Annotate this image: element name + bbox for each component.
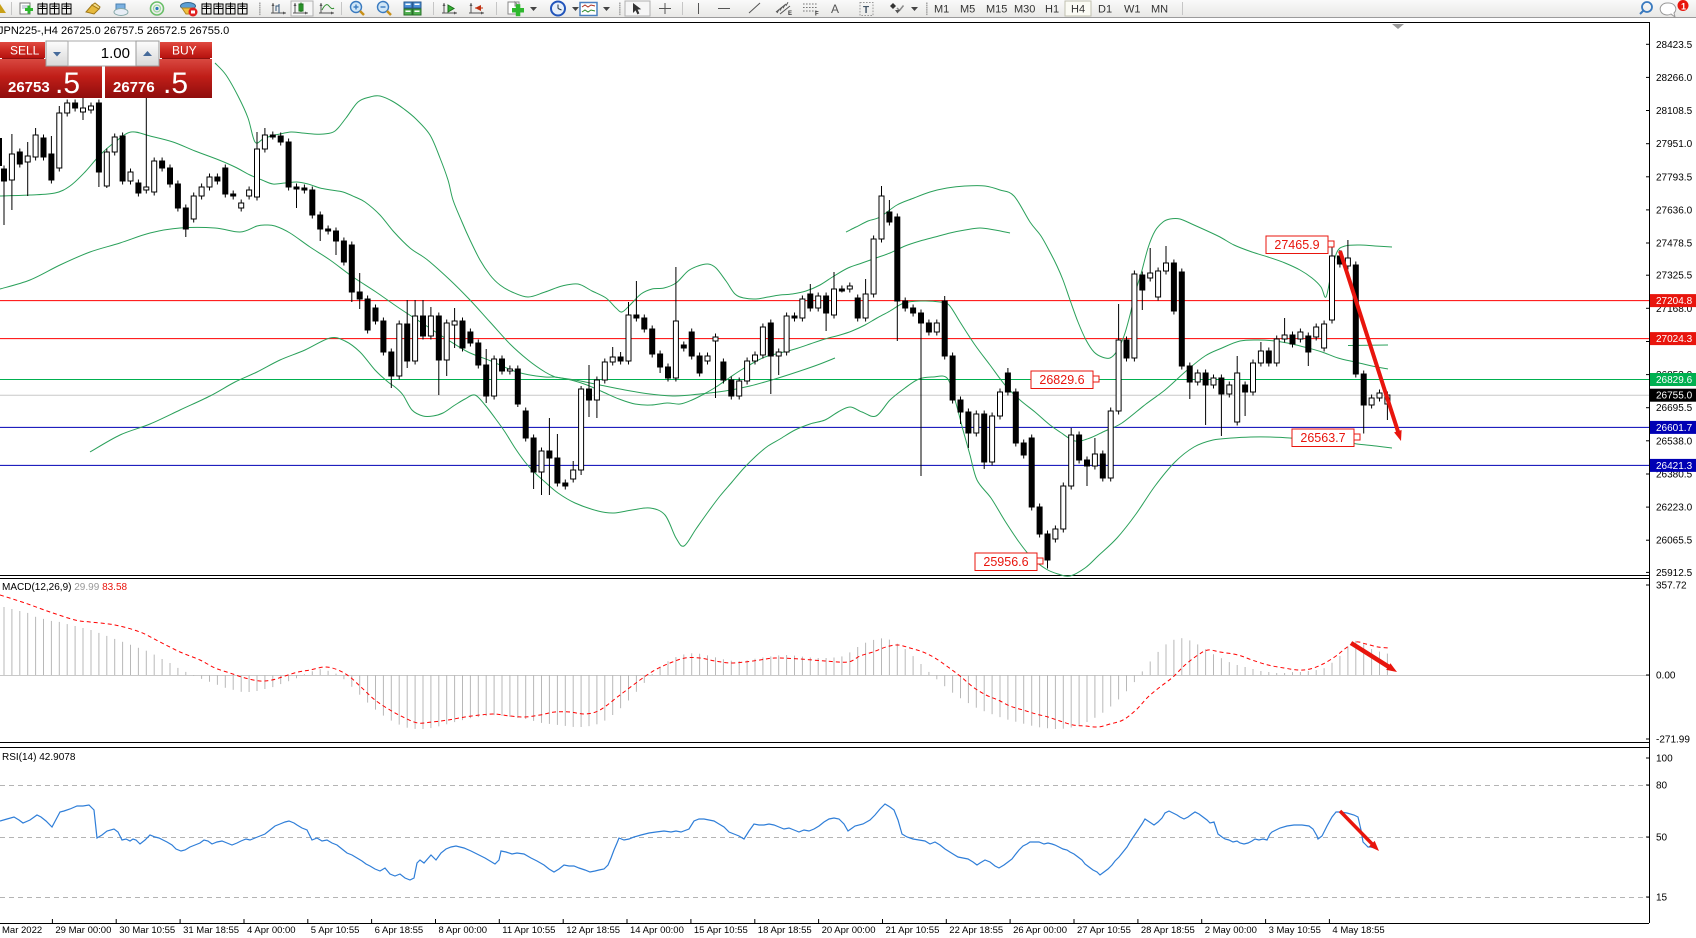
svg-text:25956.6: 25956.6: [983, 555, 1028, 569]
svg-text:M5: M5: [960, 4, 975, 16]
svg-text:2 May 00:00: 2 May 00:00: [1205, 925, 1257, 936]
svg-text:27024.3: 27024.3: [1656, 334, 1693, 345]
svg-text:H1: H1: [1045, 4, 1059, 16]
svg-text:F: F: [815, 12, 819, 18]
svg-text:27465.9: 27465.9: [1274, 238, 1319, 252]
svg-text:M1: M1: [934, 4, 949, 16]
svg-text:T: T: [863, 5, 869, 16]
svg-text:E: E: [788, 11, 792, 17]
svg-text:26 Apr 00:00: 26 Apr 00:00: [1013, 925, 1067, 936]
svg-text:BUY: BUY: [172, 44, 197, 58]
svg-text:-271.99: -271.99: [1656, 735, 1690, 746]
svg-text:28 Apr 18:55: 28 Apr 18:55: [1141, 925, 1195, 936]
svg-text:SELL: SELL: [10, 44, 40, 58]
svg-text:30 Mar 10:55: 30 Mar 10:55: [119, 925, 175, 936]
svg-text:0.00: 0.00: [1656, 671, 1676, 682]
svg-text:A: A: [831, 2, 839, 16]
svg-text:28108.5: 28108.5: [1656, 106, 1693, 117]
svg-text:26601.7: 26601.7: [1656, 423, 1693, 434]
svg-text:.5: .5: [163, 67, 188, 100]
svg-text:D1: D1: [1098, 4, 1112, 16]
svg-text:11 Apr 10:55: 11 Apr 10:55: [502, 925, 555, 936]
svg-text:M30: M30: [1014, 4, 1035, 16]
svg-text:26829.6: 26829.6: [1039, 373, 1084, 387]
svg-text:JPN225-,H4 26725.0 26757.5 26: JPN225-,H4 26725.0 26757.5 26572.5 26755…: [0, 25, 229, 37]
svg-text:6 Apr 18:55: 6 Apr 18:55: [375, 925, 424, 936]
svg-text:15: 15: [1656, 893, 1668, 904]
svg-text:100: 100: [1656, 754, 1673, 765]
svg-text:26065.5: 26065.5: [1656, 536, 1693, 547]
svg-text:22 Apr 18:55: 22 Apr 18:55: [949, 925, 1003, 936]
svg-text:26380.5: 26380.5: [1656, 470, 1693, 481]
svg-text:28423.5: 28423.5: [1656, 40, 1693, 51]
svg-text:26695.5: 26695.5: [1656, 403, 1693, 414]
svg-text:25912.5: 25912.5: [1656, 568, 1693, 579]
svg-text:26829.6: 26829.6: [1656, 375, 1693, 386]
svg-text:20 Apr 00:00: 20 Apr 00:00: [822, 925, 876, 936]
svg-text:27636.0: 27636.0: [1656, 205, 1693, 216]
svg-text:80: 80: [1656, 781, 1668, 792]
svg-text:29 Mar 00:00: 29 Mar 00:00: [55, 925, 111, 936]
svg-text:27793.5: 27793.5: [1656, 172, 1693, 183]
svg-text:5 Apr 10:55: 5 Apr 10:55: [311, 925, 360, 936]
svg-text:28266.0: 28266.0: [1656, 73, 1693, 84]
svg-text:Mar 2022: Mar 2022: [2, 925, 42, 936]
svg-text:M15: M15: [986, 4, 1007, 16]
svg-text:26223.0: 26223.0: [1656, 503, 1693, 514]
svg-text:27478.5: 27478.5: [1656, 239, 1693, 250]
svg-text:26563.7: 26563.7: [1300, 431, 1345, 445]
svg-text:MN: MN: [1151, 4, 1168, 16]
svg-text:27325.5: 27325.5: [1656, 271, 1693, 282]
svg-text:27 Apr 10:55: 27 Apr 10:55: [1077, 925, 1131, 936]
svg-text:50: 50: [1656, 833, 1668, 844]
svg-text:26421.3: 26421.3: [1656, 461, 1693, 472]
svg-text:H4: H4: [1071, 4, 1085, 16]
svg-text:27168.0: 27168.0: [1656, 304, 1693, 315]
svg-text:1: 1: [1681, 2, 1686, 12]
svg-text:4 May 18:55: 4 May 18:55: [1332, 925, 1384, 936]
svg-text:4 Apr 00:00: 4 Apr 00:00: [247, 925, 296, 936]
svg-text:26753: 26753: [8, 79, 50, 96]
svg-text:12 Apr 18:55: 12 Apr 18:55: [566, 925, 620, 936]
svg-text:3 May 10:55: 3 May 10:55: [1269, 925, 1321, 936]
svg-text:21 Apr 10:55: 21 Apr 10:55: [886, 925, 940, 936]
svg-text:14 Apr 00:00: 14 Apr 00:00: [630, 925, 684, 936]
svg-text:RSI(14) 42.9078: RSI(14) 42.9078: [2, 752, 76, 763]
svg-text:27204.8: 27204.8: [1656, 296, 1693, 307]
svg-text:26755.0: 26755.0: [1656, 391, 1693, 402]
svg-text:15 Apr 10:55: 15 Apr 10:55: [694, 925, 748, 936]
svg-text:W1: W1: [1124, 4, 1141, 16]
svg-text:26776: 26776: [113, 79, 155, 96]
svg-text:1.00: 1.00: [101, 45, 130, 62]
svg-text:357.72: 357.72: [1656, 581, 1687, 592]
svg-text:MACD(12,26,9) 29.99 83.58: MACD(12,26,9) 29.99 83.58: [2, 582, 128, 593]
svg-text:18 Apr 18:55: 18 Apr 18:55: [758, 925, 812, 936]
svg-text:27951.0: 27951.0: [1656, 139, 1693, 150]
svg-text:26538.0: 26538.0: [1656, 436, 1693, 447]
svg-text:.5: .5: [55, 67, 80, 100]
svg-text:8 Apr 00:00: 8 Apr 00:00: [439, 925, 488, 936]
svg-text:31 Mar 18:55: 31 Mar 18:55: [183, 925, 239, 936]
